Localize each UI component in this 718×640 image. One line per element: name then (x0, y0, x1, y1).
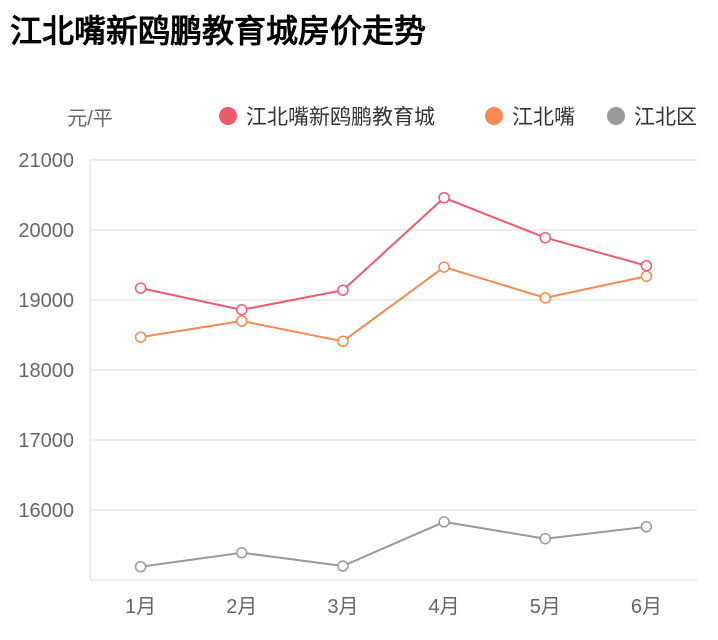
data-point (236, 546, 248, 559)
legend-label: 江北嘴 (512, 106, 575, 129)
y-tick-label: 21000 (18, 150, 74, 172)
y-axis-label: 元/平 (67, 108, 113, 130)
data-point (337, 560, 349, 572)
data-point (539, 532, 551, 545)
data-point (236, 315, 248, 327)
data-point (337, 335, 349, 348)
x-tick-label: 2月 (226, 596, 257, 618)
data-point (640, 259, 653, 272)
legend-label: 江北区 (634, 106, 697, 129)
data-point (539, 231, 551, 244)
data-point (438, 516, 450, 528)
data-point (640, 521, 653, 533)
y-tick-label: 18000 (18, 360, 74, 382)
legend-marker (485, 107, 503, 125)
legend-marker (607, 107, 625, 125)
x-tick-label: 6月 (631, 596, 662, 618)
data-point (337, 284, 349, 296)
y-tick-label: 20000 (18, 220, 74, 242)
y-tick-label: 19000 (18, 290, 74, 312)
series-line (140, 520, 647, 568)
data-point (438, 192, 450, 204)
data-point (134, 560, 147, 573)
chart-title: 江北嘴新鸥鹏教育城房价走势 (10, 13, 427, 49)
series-line (140, 196, 647, 311)
y-tick-label: 17000 (18, 430, 74, 452)
x-tick-label: 5月 (530, 596, 561, 618)
data-point (438, 261, 450, 273)
x-tick-label: 1月 (125, 596, 156, 618)
data-point (236, 304, 248, 316)
data-point (134, 331, 147, 343)
data-point (640, 270, 653, 282)
data-point (134, 282, 147, 294)
series-line (140, 265, 647, 343)
x-tick-label: 4月 (429, 596, 460, 618)
legend-label: 江北嘴新鸥鹏教育城 (246, 106, 435, 129)
x-tick-label: 3月 (327, 596, 358, 618)
legend-marker (219, 107, 237, 125)
y-tick-label: 16000 (18, 500, 74, 522)
data-point (539, 292, 551, 304)
